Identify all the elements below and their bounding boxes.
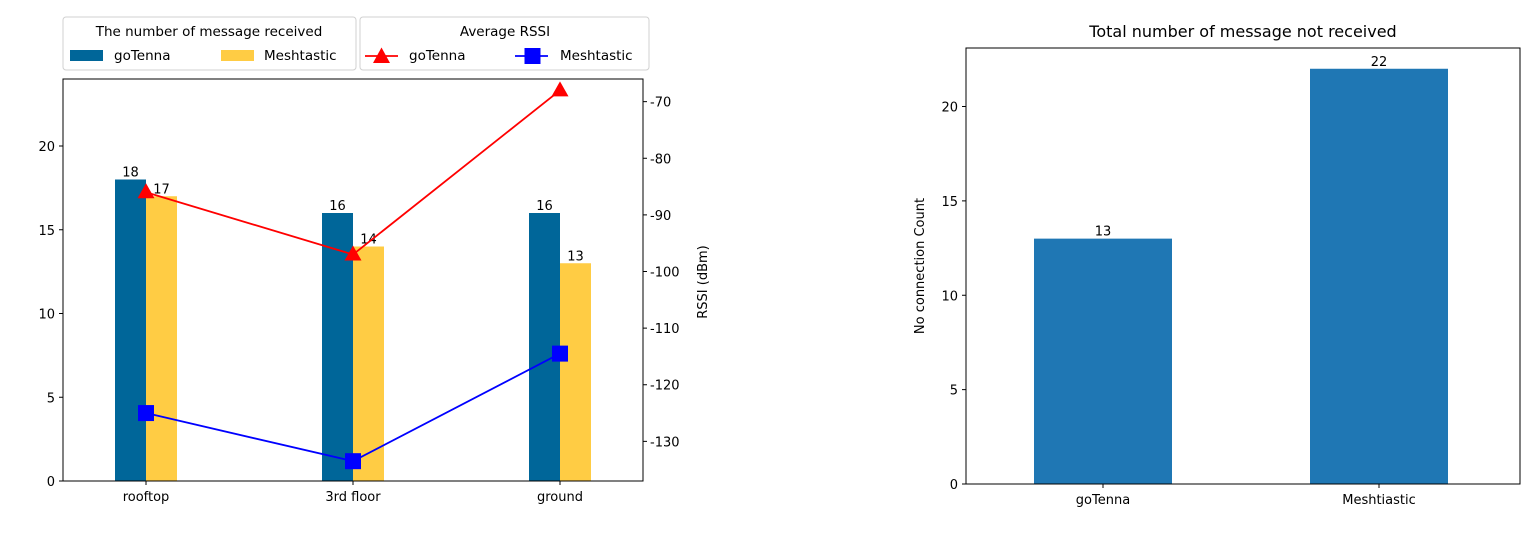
y-tick-label: -110 xyxy=(650,322,680,337)
rssi-lines xyxy=(137,81,569,470)
x-axis: rooftop 3rd floor ground xyxy=(123,481,583,505)
y-tick-label: -100 xyxy=(650,266,680,281)
y-axis-label: No connection Count xyxy=(913,198,928,334)
chart-not-received: Total number of message not received 13 2… xyxy=(913,22,1521,508)
bar xyxy=(560,263,591,481)
legend-swatch-gotenna xyxy=(70,50,103,61)
y-tick-label: -130 xyxy=(650,435,680,450)
y-tick-label: 10 xyxy=(941,289,958,304)
y-tick-label: 10 xyxy=(38,308,55,323)
y-tick-label: 20 xyxy=(941,101,958,116)
y-axis: 0 5 10 15 20 xyxy=(941,101,966,493)
legend-swatch-meshtastic xyxy=(221,50,254,61)
y-tick-label: 15 xyxy=(38,224,55,239)
bar xyxy=(115,179,146,481)
bar-value-label: 17 xyxy=(153,182,170,197)
x-tick-label: 3rd floor xyxy=(325,490,381,505)
triangle-marker-icon xyxy=(373,47,390,63)
y-axis-right: -70 -80 -90 -100 -110 -120 -130 xyxy=(643,96,680,450)
legend-rssi: Average RSSI goTenna Meshtastic xyxy=(359,16,650,71)
x-tick-label: rooftop xyxy=(123,490,170,505)
y-tick-label: 5 xyxy=(950,384,958,399)
bar xyxy=(146,196,177,481)
chart-title: Total number of message not received xyxy=(1088,22,1396,41)
y-tick-label: 20 xyxy=(38,140,55,155)
y-axis-left: 0 5 10 15 20 xyxy=(38,140,63,490)
rssi-point xyxy=(345,453,361,470)
legend-received: The number of message received goTenna M… xyxy=(62,16,357,71)
y-tick-label: 5 xyxy=(47,391,55,406)
legend-label: goTenna xyxy=(409,48,465,64)
y-tick-label: 15 xyxy=(941,195,958,210)
x-tick-label: goTenna xyxy=(1076,493,1130,508)
rssi-point xyxy=(551,81,569,97)
y-tick-label: -70 xyxy=(650,96,671,111)
x-tick-label: ground xyxy=(537,490,583,505)
rssi-point xyxy=(138,405,154,422)
legend-label: Meshtastic xyxy=(560,48,633,64)
bars-received xyxy=(115,179,591,481)
legend-box xyxy=(62,16,357,71)
x-axis: goTenna Meshtiastic xyxy=(1076,484,1416,508)
bar-value-label: 16 xyxy=(536,199,553,214)
bar-value-label: 14 xyxy=(360,233,377,248)
bar xyxy=(353,246,384,481)
rssi-point xyxy=(344,245,362,261)
bar xyxy=(1034,238,1172,484)
bar-value-label: 22 xyxy=(1371,55,1388,70)
y-tick-label: 0 xyxy=(950,478,958,493)
legend-label: Meshtastic xyxy=(264,48,337,64)
bar-value-label: 13 xyxy=(1095,225,1112,240)
rssi-point xyxy=(137,183,155,199)
plot-frame xyxy=(965,47,1521,485)
legend-box xyxy=(359,16,650,71)
bar-value-label: 18 xyxy=(122,166,139,181)
y-tick-label: -80 xyxy=(650,152,671,167)
bar-value-label: 16 xyxy=(329,199,346,214)
bar-value-labels: 13 22 xyxy=(1095,55,1388,240)
bar-value-labels: 18 16 16 17 14 13 xyxy=(122,166,584,265)
bars-not-received xyxy=(1034,68,1448,484)
bar xyxy=(1310,68,1448,484)
legend-label: goTenna xyxy=(114,48,170,64)
y-tick-label: -120 xyxy=(650,379,680,394)
y-tick-label: 0 xyxy=(47,475,55,490)
legend-title: The number of message received xyxy=(95,24,323,40)
x-tick-label: Meshtiastic xyxy=(1342,493,1416,508)
y-axis-right-label: RSSI (dBm) xyxy=(696,245,711,318)
rssi-point xyxy=(552,345,568,362)
bar-value-label: 13 xyxy=(567,249,584,264)
y-tick-label: -90 xyxy=(650,209,671,224)
square-marker-icon xyxy=(524,48,541,64)
legend-title: Average RSSI xyxy=(460,24,550,40)
